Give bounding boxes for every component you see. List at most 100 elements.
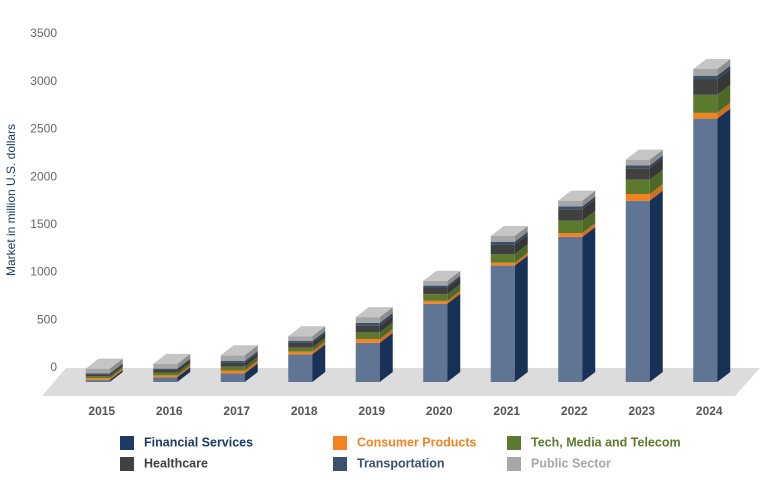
bar-side [109,363,123,375]
bar-segment [153,359,191,373]
legend-label: Transportation [357,456,445,470]
bar-side [244,356,258,371]
bar-segment [85,363,123,375]
bar-top [693,58,731,69]
bar-front [693,75,718,80]
bar-top [153,353,191,364]
bar-side [717,102,731,119]
bar-side [514,252,528,266]
bar-front [288,336,313,341]
bar-segment [220,351,258,363]
bar-side [447,284,461,301]
bar-front [558,220,583,234]
bar-side [514,244,528,263]
bar-front [355,322,380,326]
bar-segment [85,370,123,382]
bar-front [153,375,178,378]
bar-front [558,236,583,382]
bar-segment [355,332,393,382]
y-tick-label: 500 [37,312,57,326]
x-tick-label: 2021 [493,404,520,418]
legend-swatch [120,457,134,471]
bar-side [514,255,528,382]
bar-side [447,293,461,382]
bar-front [490,254,515,263]
bar-segment [355,315,393,333]
x-tick-label: 2022 [561,404,588,418]
bar-segment [558,199,596,221]
bar-segment [693,58,731,76]
bar-segment [490,255,528,382]
bar-side [379,312,393,326]
bar-front [355,339,380,343]
bar-segment [288,341,326,355]
bar-segment [423,275,461,288]
bar-top [220,345,258,356]
bar-side [312,341,326,355]
bar-side [109,358,123,374]
bar-front [625,179,650,195]
bar-side [177,359,191,373]
bar-front [85,368,110,374]
bar-segment [625,158,663,180]
bar-top [288,326,326,337]
bar-segment [558,223,596,237]
bar-front [558,209,583,221]
bar-segment [625,169,663,195]
bar-side [109,366,123,379]
bar-front [355,332,380,340]
bar-front [490,235,515,242]
bar-front [625,159,650,166]
bar-segment [220,345,258,362]
bar-side [649,169,663,195]
bar-top [558,190,596,201]
bar-side [379,315,393,333]
legend-swatch [507,457,521,471]
bar-side [312,332,326,348]
bar-segment [558,190,596,207]
legend-swatch [333,436,347,450]
bar-front [355,317,380,323]
bar-side [177,365,191,378]
bar-front [220,361,245,363]
bar-segment [693,65,731,80]
x-tick-label: 2016 [156,404,183,418]
bar-front [423,287,448,295]
bar-side [649,155,663,169]
bar-segment [423,277,461,295]
bar-side [582,196,596,210]
bar-front [85,374,110,377]
x-tick-label: 2017 [223,404,250,418]
bar-front [558,233,583,237]
bar-top [625,149,663,160]
bar-front [153,369,178,373]
bar-side [649,190,663,382]
bar-side [582,210,596,234]
bar-segment [153,353,191,369]
bar-front [423,300,448,304]
legend-swatch [333,457,347,471]
bar-front [220,366,245,371]
x-tick-label: 2015 [88,404,115,418]
bar-front [625,200,650,382]
bar-side [379,307,393,323]
bar-front [85,376,110,379]
bar-front [693,68,718,76]
bar-side [514,234,528,255]
bar-front [423,280,448,286]
bar-front [693,118,718,383]
bar-front [153,377,178,382]
legend-label: Consumer Products [357,435,477,449]
bar-segment [693,108,731,383]
y-tick-label: 3000 [30,74,57,88]
legend-label: Public Sector [531,456,611,470]
bar-side [379,322,393,340]
bar-segment [288,344,326,382]
bar-segment [625,155,663,169]
bar-segment [355,322,393,340]
bar-segment [153,367,191,382]
bar-side [514,225,528,242]
bar-segment [558,196,596,210]
y-tick-label: 2000 [30,169,57,183]
